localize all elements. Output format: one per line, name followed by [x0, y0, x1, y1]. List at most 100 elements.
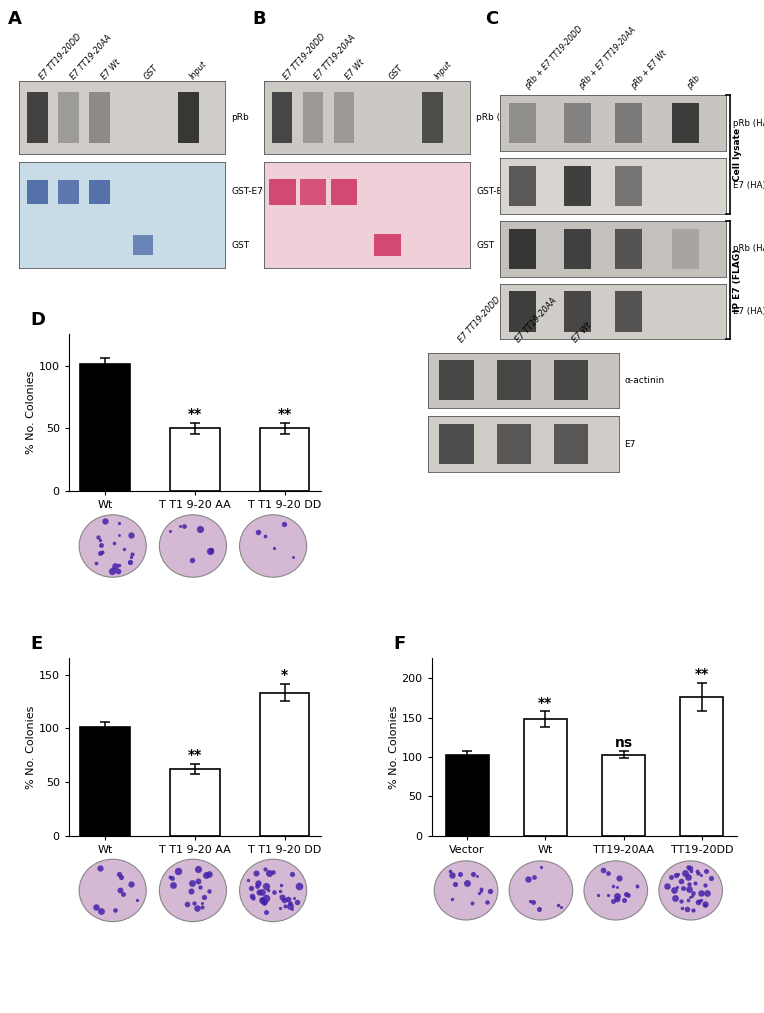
- Text: **: **: [188, 407, 202, 421]
- Bar: [615, 166, 643, 206]
- Bar: [510, 103, 536, 143]
- Text: E7 Wt: E7 Wt: [99, 58, 122, 81]
- Bar: [554, 424, 588, 464]
- Bar: [439, 361, 474, 400]
- Bar: [524, 719, 567, 836]
- Text: pRb: pRb: [685, 74, 702, 91]
- Text: pRb (HA): pRb (HA): [476, 113, 516, 122]
- Text: E7 TT19-20AA: E7 TT19-20AA: [69, 32, 113, 81]
- Bar: [510, 229, 536, 268]
- Bar: [331, 178, 358, 206]
- Bar: [58, 92, 79, 143]
- Text: E7: E7: [625, 440, 636, 449]
- Text: E7 (HA): E7 (HA): [733, 307, 764, 316]
- Ellipse shape: [434, 861, 498, 920]
- Bar: [374, 234, 401, 255]
- Bar: [615, 229, 643, 268]
- Text: E7 TT19-20AA: E7 TT19-20AA: [514, 296, 558, 344]
- Bar: [303, 92, 323, 143]
- Ellipse shape: [160, 515, 226, 577]
- Bar: [672, 229, 699, 268]
- Bar: [58, 180, 79, 204]
- Text: C: C: [485, 10, 498, 28]
- Y-axis label: % No. Colonies: % No. Colonies: [389, 705, 399, 789]
- Bar: [170, 428, 219, 491]
- Text: F: F: [393, 635, 406, 653]
- Bar: [602, 755, 645, 836]
- Text: pRb + E7 TT19-20DD: pRb + E7 TT19-20DD: [523, 24, 584, 91]
- Text: *: *: [281, 669, 288, 682]
- Bar: [89, 92, 110, 143]
- Text: pRb + E7 TT19-20AA: pRb + E7 TT19-20AA: [577, 25, 637, 91]
- Ellipse shape: [160, 859, 226, 922]
- Bar: [497, 424, 531, 464]
- Ellipse shape: [584, 861, 648, 920]
- Text: **: **: [538, 696, 552, 710]
- Text: pRb (HA): pRb (HA): [733, 119, 764, 128]
- Bar: [260, 428, 309, 491]
- Text: α-actinin: α-actinin: [625, 376, 665, 385]
- Bar: [299, 178, 326, 206]
- Bar: [680, 697, 724, 836]
- Bar: [615, 292, 643, 331]
- Bar: [260, 693, 309, 836]
- Text: pRb + E7 Wt: pRb + E7 Wt: [629, 49, 668, 91]
- Bar: [422, 92, 443, 143]
- Bar: [89, 180, 110, 204]
- Text: E7 Wt: E7 Wt: [571, 321, 594, 344]
- Bar: [80, 727, 130, 836]
- Bar: [554, 361, 588, 400]
- Bar: [28, 92, 48, 143]
- Ellipse shape: [240, 515, 306, 577]
- Ellipse shape: [79, 859, 146, 922]
- Ellipse shape: [659, 861, 723, 920]
- Text: **: **: [694, 668, 709, 682]
- Text: GST-E7: GST-E7: [231, 187, 264, 197]
- Bar: [439, 424, 474, 464]
- Text: Input: Input: [188, 60, 209, 81]
- Bar: [178, 92, 199, 143]
- Bar: [445, 755, 489, 836]
- Ellipse shape: [79, 515, 146, 577]
- Bar: [334, 92, 354, 143]
- Bar: [133, 235, 154, 254]
- Bar: [170, 769, 219, 836]
- Text: E7 TT19-20DD: E7 TT19-20DD: [282, 32, 328, 81]
- Bar: [564, 166, 591, 206]
- Text: ns: ns: [614, 735, 633, 750]
- Text: **: **: [188, 748, 202, 762]
- Text: E7 Wt: E7 Wt: [344, 58, 367, 81]
- Text: Cell lysate: Cell lysate: [733, 128, 743, 181]
- Text: A: A: [8, 10, 21, 28]
- Bar: [497, 361, 531, 400]
- Bar: [510, 166, 536, 206]
- Text: pRb: pRb: [231, 113, 249, 122]
- Text: Input: Input: [432, 60, 453, 81]
- Bar: [564, 229, 591, 268]
- Text: **: **: [277, 407, 292, 421]
- Text: GST-E7: GST-E7: [476, 187, 508, 197]
- Text: E7 (HA): E7 (HA): [733, 181, 764, 190]
- Text: E: E: [31, 635, 43, 653]
- Text: GST: GST: [476, 240, 494, 249]
- Text: E7 TT19-20DD: E7 TT19-20DD: [457, 296, 502, 344]
- Bar: [80, 365, 130, 491]
- Bar: [272, 92, 293, 143]
- Bar: [564, 103, 591, 143]
- Bar: [615, 103, 643, 143]
- Text: B: B: [252, 10, 266, 28]
- Text: IP E7 (FLAG): IP E7 (FLAG): [733, 248, 743, 312]
- Y-axis label: % No. Colonies: % No. Colonies: [26, 371, 36, 455]
- Ellipse shape: [240, 859, 306, 922]
- Text: GST: GST: [231, 240, 250, 249]
- Y-axis label: % No. Colonies: % No. Colonies: [26, 705, 36, 789]
- Text: E7 TT19-20AA: E7 TT19-20AA: [313, 32, 358, 81]
- Bar: [564, 292, 591, 331]
- Bar: [269, 178, 296, 206]
- Text: GST: GST: [143, 63, 160, 81]
- Text: GST: GST: [387, 63, 405, 81]
- Bar: [510, 292, 536, 331]
- Text: pRb (HA): pRb (HA): [733, 244, 764, 253]
- Bar: [672, 103, 699, 143]
- Text: E7 TT19-20DD: E7 TT19-20DD: [37, 32, 83, 81]
